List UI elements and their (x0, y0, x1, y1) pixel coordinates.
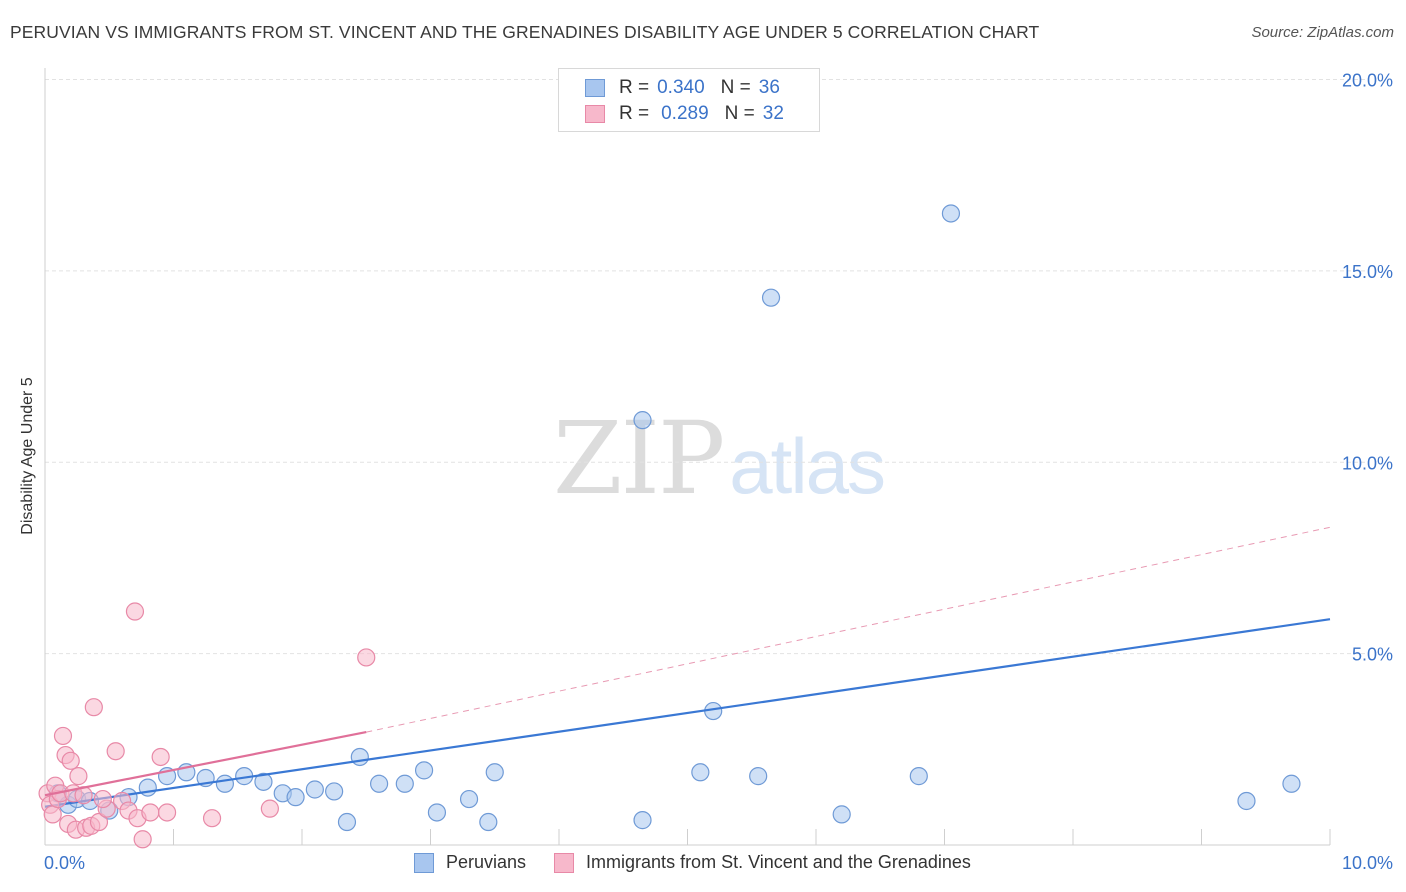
bottom-legend-immigrants: Immigrants from St. Vincent and the Gren… (554, 852, 971, 873)
chart-title: PERUVIAN VS IMMIGRANTS FROM ST. VINCENT … (10, 22, 1040, 42)
legend-swatch-immigrants (585, 105, 605, 123)
legend: R = 0.340 N = 36 R = 0.289 N = 32 (558, 68, 820, 132)
data-point-peruvians (485, 763, 504, 782)
data-point-peruvians (305, 780, 324, 799)
data-point-immigrants (260, 799, 279, 818)
data-point-peruvians (350, 747, 369, 767)
data-point-peruvians (633, 411, 652, 430)
data-point-immigrants (125, 602, 145, 621)
bottom-legend: Peruvians Immigrants from St. Vincent an… (414, 852, 999, 873)
trend-line-extension-immigrants (366, 526, 1331, 733)
data-point-peruvians (414, 761, 434, 780)
bottom-legend-label: Peruvians (446, 852, 527, 872)
data-point-peruvians (215, 774, 234, 793)
data-point-peruvians (395, 774, 414, 793)
legend-n-label: N = (724, 103, 755, 124)
data-point-peruvians (633, 811, 652, 830)
y-tick-label: 10.0% (1342, 453, 1393, 473)
legend-r-label: R = (619, 77, 650, 98)
y-tick-label: 5.0% (1352, 645, 1393, 665)
legend-swatch-peruvians (585, 79, 605, 97)
data-point-peruvians (459, 789, 479, 809)
legend-r-value: 0.340 (657, 77, 705, 98)
data-point-peruvians (691, 763, 710, 782)
bottom-legend-swatch-peruvians (414, 852, 434, 873)
data-point-peruvians (909, 767, 928, 786)
legend-row-peruvians: R = 0.340 N = 36 (585, 76, 780, 100)
bottom-legend-label: Immigrants from St. Vincent and the Gren… (586, 852, 971, 872)
data-point-peruvians (1237, 791, 1256, 811)
legend-r-label: R = (619, 103, 650, 124)
data-point-peruvians (325, 782, 344, 801)
data-point-peruvians (370, 774, 389, 793)
data-point-peruvians (479, 812, 498, 832)
watermark-atlas: atlas (729, 422, 886, 510)
legend-n-value: 32 (762, 103, 784, 124)
data-point-immigrants (151, 747, 170, 767)
legend-n-label: N = (720, 77, 751, 98)
data-point-immigrants (357, 648, 376, 667)
source-label: Source: ZipAtlas.com (1251, 24, 1394, 41)
data-point-peruvians (254, 772, 273, 791)
data-point-immigrants (157, 803, 177, 822)
y-tick-label: 20.0% (1342, 71, 1393, 91)
data-point-immigrants (43, 805, 62, 824)
x-tick-label: 10.0% (1342, 853, 1393, 873)
data-point-immigrants (106, 742, 125, 761)
data-point-peruvians (427, 803, 447, 822)
data-point-immigrants (84, 698, 103, 717)
data-point-immigrants (202, 809, 222, 828)
data-point-immigrants (141, 803, 160, 822)
data-point-immigrants (133, 830, 152, 849)
trend-line-peruvians (44, 618, 1331, 808)
x-tick-label: 0.0% (44, 853, 85, 873)
data-point-immigrants (89, 812, 109, 832)
data-point-immigrants (61, 751, 80, 770)
data-point-immigrants (53, 726, 73, 746)
legend-n-value: 36 (758, 77, 780, 98)
data-point-peruvians (286, 788, 305, 807)
data-point-immigrants (69, 767, 88, 786)
data-point-immigrants (93, 789, 112, 809)
data-point-peruvians (761, 288, 781, 307)
trend-line-immigrants (44, 731, 367, 797)
data-point-peruvians (749, 767, 768, 786)
data-point-peruvians (1282, 774, 1301, 793)
legend-r-value: 0.289 (661, 103, 709, 124)
data-point-peruvians (941, 204, 961, 223)
bottom-legend-peruvians: Peruvians (414, 852, 526, 873)
legend-row-immigrants: R = 0.289 N = 32 (585, 102, 784, 126)
data-point-peruvians (832, 805, 851, 824)
y-tick-label: 15.0% (1342, 262, 1393, 282)
data-point-peruvians (337, 812, 357, 832)
bottom-legend-swatch-immigrants (554, 852, 575, 873)
